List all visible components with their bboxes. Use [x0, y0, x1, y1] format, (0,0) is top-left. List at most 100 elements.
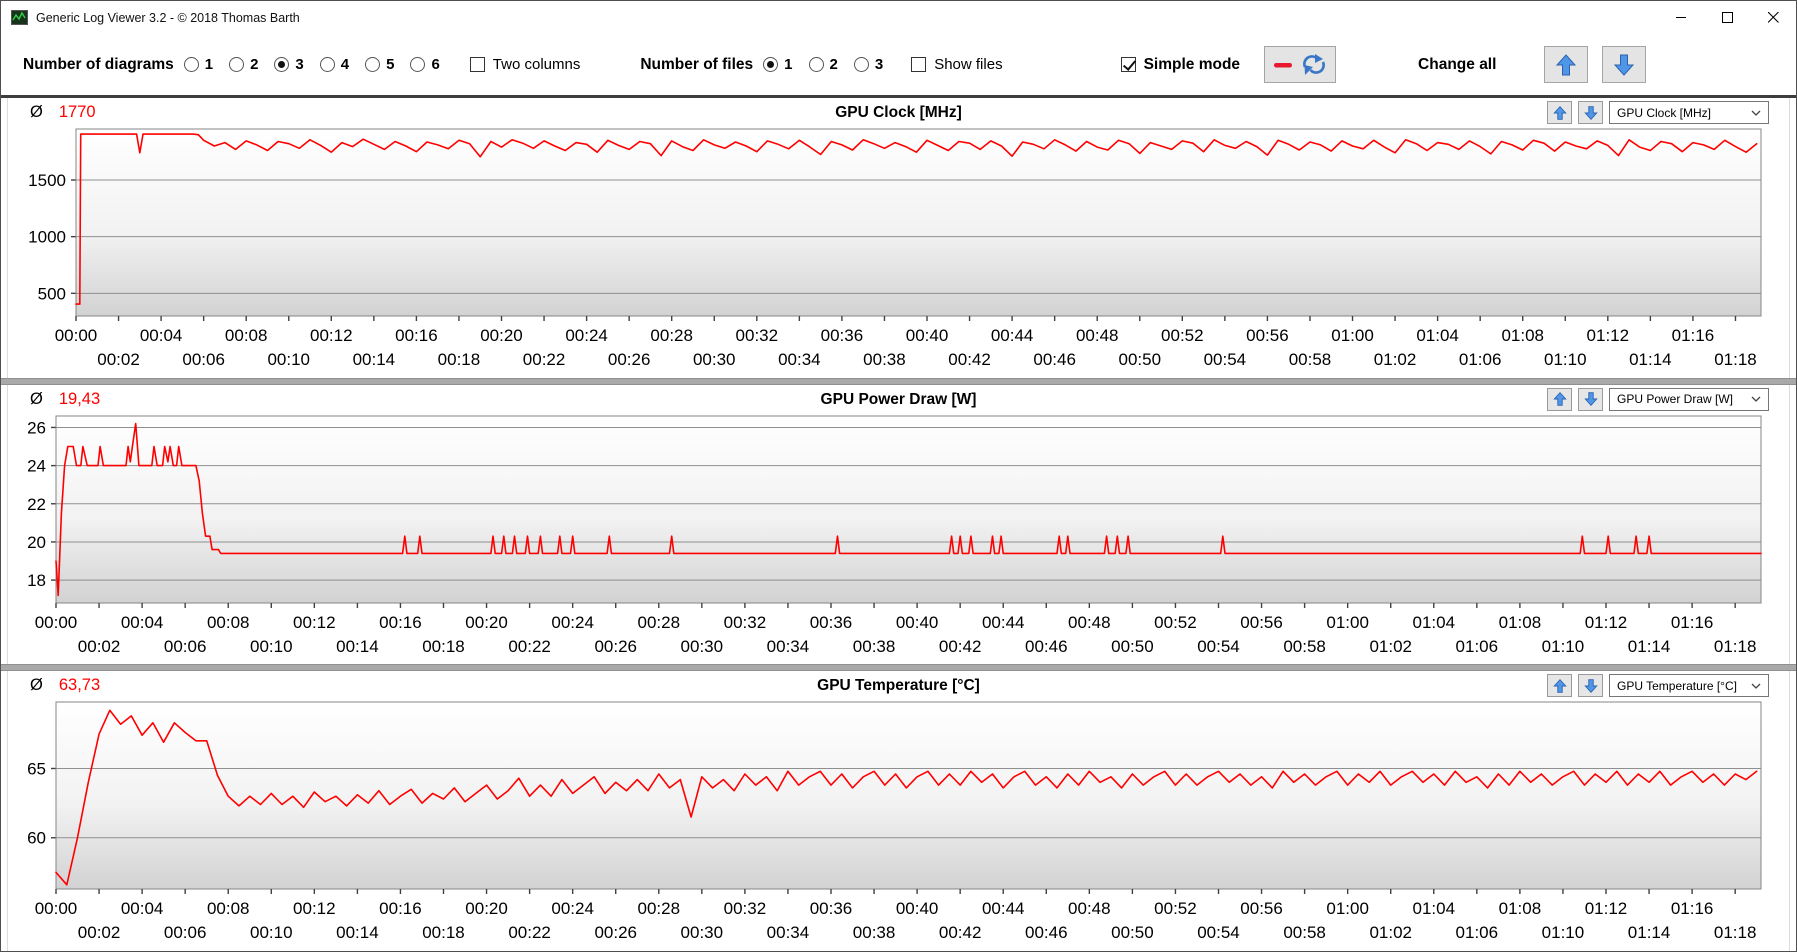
- app-icon: [11, 9, 28, 26]
- svg-text:00:48: 00:48: [1068, 613, 1111, 632]
- svg-text:00:18: 00:18: [438, 350, 481, 369]
- svg-text:00:48: 00:48: [1076, 326, 1119, 345]
- number-of-files-label: Number of files: [640, 55, 754, 73]
- svg-text:00:32: 00:32: [736, 326, 779, 345]
- svg-text:00:40: 00:40: [906, 326, 949, 345]
- change-all-down-button[interactable]: [1602, 46, 1647, 83]
- blue-down-arrow-icon: [1583, 679, 1598, 693]
- radio-circle[interactable]: [229, 57, 245, 72]
- svg-text:00:48: 00:48: [1068, 899, 1111, 918]
- blue-down-arrow-icon: [1583, 105, 1598, 120]
- svg-text:00:20: 00:20: [480, 326, 523, 345]
- two-columns-checkbox[interactable]: [469, 57, 485, 72]
- svg-text:00:12: 00:12: [293, 899, 336, 918]
- svg-text:00:56: 00:56: [1240, 613, 1283, 632]
- move-down-button[interactable]: [1578, 387, 1603, 411]
- radio-circle[interactable]: [808, 57, 824, 72]
- minimize-icon: [1675, 17, 1686, 18]
- radio-label: 5: [386, 56, 395, 73]
- svg-text:20: 20: [27, 533, 46, 552]
- chevron-down-icon: [1751, 396, 1761, 403]
- radio-circle[interactable]: [319, 57, 335, 72]
- signal-selector-dropdown[interactable]: GPU Temperature [°C]: [1609, 674, 1769, 698]
- chart-title-gpu-temperature: GPU Temperature [°C]: [817, 677, 980, 695]
- change-all-up-button[interactable]: [1544, 46, 1589, 83]
- signal-selector-dropdown[interactable]: GPU Clock [MHz]: [1609, 101, 1769, 124]
- svg-text:00:06: 00:06: [164, 923, 207, 942]
- diagrams-radio-1[interactable]: 1: [183, 56, 214, 73]
- svg-text:00:30: 00:30: [693, 350, 736, 369]
- move-down-button[interactable]: [1578, 101, 1603, 124]
- move-up-button[interactable]: [1547, 387, 1572, 411]
- toolbar-separator: [1, 95, 1796, 98]
- average-readout: Ø 63,73: [30, 676, 100, 695]
- panel-controls: GPU Clock [MHz]: [1547, 101, 1769, 124]
- diagrams-radio-2[interactable]: 2: [229, 56, 258, 73]
- diagrams-radio-6[interactable]: 6: [410, 56, 440, 73]
- blue-down-arrow-icon: [1583, 392, 1598, 407]
- radio-circle[interactable]: [410, 57, 426, 72]
- diagrams-radio-5[interactable]: 5: [365, 56, 394, 73]
- radio-label: 1: [204, 56, 214, 73]
- blue-down-arrow-icon: [1614, 54, 1635, 76]
- svg-text:00:10: 00:10: [250, 923, 293, 942]
- radio-circle[interactable]: [763, 57, 779, 72]
- radio-label: 3: [295, 56, 304, 73]
- radio-circle[interactable]: [853, 57, 869, 72]
- panel-gpu-temperature: Ø 63,73 GPU Temperature [°C] GPU Tempera…: [7, 671, 1790, 951]
- svg-text:1000: 1000: [28, 228, 66, 247]
- radio-circle[interactable]: [274, 57, 290, 72]
- files-radio-1[interactable]: 1: [763, 56, 793, 73]
- svg-text:00:04: 00:04: [121, 899, 164, 918]
- svg-text:01:02: 01:02: [1369, 637, 1412, 656]
- minimize-button[interactable]: [1658, 1, 1704, 34]
- svg-text:00:26: 00:26: [594, 923, 637, 942]
- svg-text:00:54: 00:54: [1197, 923, 1240, 942]
- svg-text:00:08: 00:08: [207, 899, 250, 918]
- simple-mode-checkbox[interactable]: [1120, 57, 1136, 72]
- radio-circle[interactable]: [183, 57, 199, 72]
- svg-text:01:18: 01:18: [1714, 923, 1757, 942]
- svg-text:00:00: 00:00: [55, 326, 98, 345]
- move-up-button[interactable]: [1547, 101, 1572, 124]
- svg-text:01:16: 01:16: [1671, 899, 1714, 918]
- svg-text:01:12: 01:12: [1587, 326, 1630, 345]
- show-files-checkbox[interactable]: [911, 57, 927, 72]
- svg-text:00:38: 00:38: [853, 637, 896, 656]
- chart-panels: Ø 1770 GPU Clock [MHz] GPU Clock [MHz]: [1, 98, 1796, 951]
- blue-up-arrow-icon: [1552, 392, 1567, 406]
- svg-text:00:02: 00:02: [97, 350, 140, 369]
- svg-text:00:44: 00:44: [982, 899, 1025, 918]
- radio-circle[interactable]: [365, 57, 381, 72]
- files-radio-3[interactable]: 3: [853, 56, 883, 73]
- move-down-button[interactable]: [1578, 674, 1603, 698]
- diagrams-radio-3[interactable]: 3: [274, 56, 304, 73]
- selected-signal: GPU Clock [MHz]: [1617, 105, 1712, 120]
- change-all-label: Change all: [1418, 55, 1497, 73]
- show-files-label: Show files: [934, 56, 1003, 73]
- diagrams-radio-4[interactable]: 4: [319, 56, 349, 73]
- svg-text:00:56: 00:56: [1246, 326, 1289, 345]
- maximize-button[interactable]: [1704, 1, 1750, 34]
- svg-text:00:42: 00:42: [939, 637, 982, 656]
- svg-text:00:28: 00:28: [650, 326, 693, 345]
- svg-text:00:04: 00:04: [121, 613, 164, 632]
- svg-text:00:50: 00:50: [1118, 350, 1161, 369]
- average-value: 19,43: [58, 389, 101, 408]
- svg-text:00:22: 00:22: [523, 350, 566, 369]
- svg-text:00:32: 00:32: [724, 899, 767, 918]
- svg-text:01:12: 01:12: [1585, 613, 1628, 632]
- signal-selector-dropdown[interactable]: GPU Power Draw [W]: [1609, 387, 1769, 411]
- svg-text:00:26: 00:26: [594, 637, 637, 656]
- move-up-button[interactable]: [1547, 674, 1572, 698]
- svg-text:00:12: 00:12: [310, 326, 353, 345]
- svg-text:00:40: 00:40: [896, 899, 939, 918]
- files-radio-2[interactable]: 2: [808, 56, 838, 73]
- close-button[interactable]: [1750, 1, 1796, 34]
- close-icon: [1767, 12, 1779, 23]
- maximize-icon: [1721, 12, 1733, 23]
- title-bar: Generic Log Viewer 3.2 - © 2018 Thomas B…: [1, 1, 1796, 34]
- line-style-refresh-button[interactable]: [1264, 46, 1337, 83]
- svg-text:00:20: 00:20: [465, 613, 508, 632]
